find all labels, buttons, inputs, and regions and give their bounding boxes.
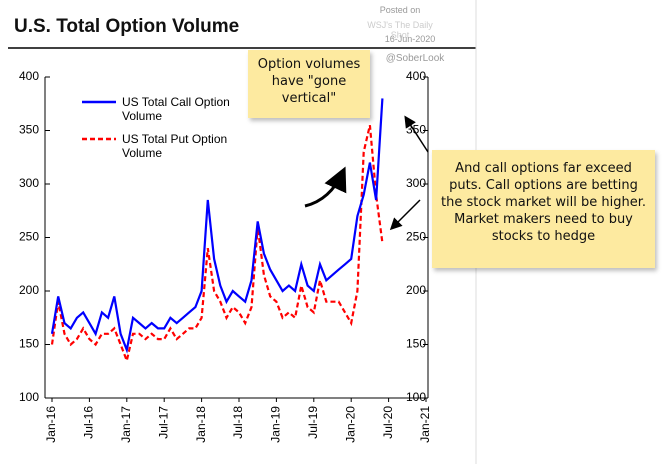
y2-tick-label: 250 xyxy=(406,230,426,244)
y-tick-label: 350 xyxy=(19,123,39,137)
posted-text: WSJ's The Daily Shot xyxy=(367,20,433,40)
y-tick-label: 150 xyxy=(19,337,39,351)
y2-tick-label: 400 xyxy=(406,69,426,83)
y2-tick-label: 100 xyxy=(406,390,426,404)
y-tick-label: 300 xyxy=(19,176,39,190)
chart-title: U.S. Total Option Volume xyxy=(14,16,240,37)
series-line xyxy=(50,98,384,354)
y-tick-label: 100 xyxy=(19,390,39,404)
y2-tick-label: 300 xyxy=(406,176,426,190)
arrow xyxy=(304,166,347,208)
y2-tick-label: 200 xyxy=(406,283,426,297)
y-tick-label: 400 xyxy=(19,69,39,83)
x-tick-label: Jan-16 xyxy=(44,406,58,443)
x-tick-label: Jul-18 xyxy=(231,406,245,439)
x-tick-label: Jan-17 xyxy=(119,406,133,443)
y2-tick-label: 150 xyxy=(406,337,426,351)
x-tick-label: Jul-17 xyxy=(156,406,170,439)
posted-text: Posted on xyxy=(379,5,421,15)
y2-tick-label: 350 xyxy=(406,123,426,137)
y-tick-label: 200 xyxy=(19,283,39,297)
legend-label: US Total Put Option Volume xyxy=(122,132,228,160)
x-tick-label: Jan-18 xyxy=(194,406,208,443)
x-tick-label: Jan-20 xyxy=(343,406,357,443)
posted-text: @SoberLook xyxy=(385,53,445,64)
x-tick-label: Jul-16 xyxy=(82,406,96,439)
x-tick-label: Jul-20 xyxy=(381,406,395,439)
series-line xyxy=(50,124,384,365)
x-tick-label: Jul-19 xyxy=(306,406,320,439)
arrow xyxy=(404,115,429,153)
legend-label: US Total Call Option Volume xyxy=(122,95,230,123)
y-tick-label: 250 xyxy=(19,230,39,244)
x-tick-label: Jan-19 xyxy=(269,406,283,443)
annotation-note: And call options far exceed puts. Call o… xyxy=(432,150,655,268)
annotation-note: Option volumes have "gone vertical" xyxy=(248,50,370,118)
x-tick-label: Jan-21 xyxy=(418,406,432,443)
arrow xyxy=(389,199,421,231)
posted-text: 16-Jun-2020 xyxy=(384,34,436,44)
